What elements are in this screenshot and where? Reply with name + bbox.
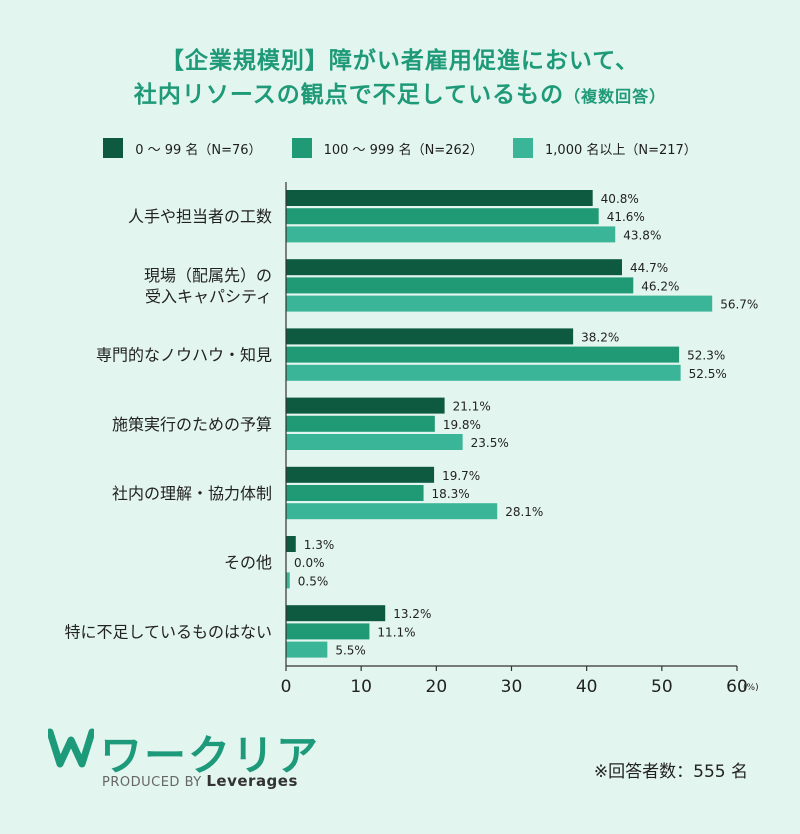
produced-by: PRODUCED BY Leverages [102,772,298,790]
bar [286,259,622,276]
bar [286,536,296,552]
legend-item: 100 〜 999 名（N=262） [291,138,484,158]
value-label: 1.3% [304,538,335,552]
legend-label: 1,000 名以上（N=217） [545,142,697,158]
title-line-2: 社内リソースの観点で不足しているもの（複数回答） [0,78,800,114]
bar [286,226,616,243]
value-label: 0.0% [294,556,325,570]
bar [286,415,435,432]
title-line-2-main: 社内リソースの観点で不足しているもの [133,82,565,108]
bar [286,277,634,294]
value-label: 18.3% [432,487,470,501]
value-label: 40.8% [601,192,639,206]
value-label: 52.5% [689,367,727,381]
category-label: 専門的なノウハウ・知見 [96,346,272,365]
value-label: 41.6% [607,210,645,224]
legend-label: 0 〜 99 名（N=76） [135,142,262,158]
legend-item: 0 〜 99 名（N=76） [103,138,262,158]
bar [286,572,290,589]
bar [286,466,435,483]
x-tick-label: 10 [350,677,372,697]
category-label: その他 [224,553,272,572]
x-tick-label: 40 [576,677,598,697]
value-label: 0.5% [298,574,329,588]
produced-prefix: PRODUCED BY [102,775,207,790]
legend-item: 1,000 名以上（N=217） [513,138,697,158]
value-label: 19.7% [442,469,480,483]
value-label: 23.5% [471,436,509,450]
bar [286,295,713,312]
produced-company: Leverages [206,772,298,790]
bar [286,364,681,381]
bar [286,503,498,520]
legend-swatch [291,138,312,158]
x-tick-label: 30 [501,677,523,697]
x-tick-label: 20 [426,677,448,697]
value-label: 13.2% [393,607,431,621]
value-label: 52.3% [687,349,725,363]
category-label: 人手や担当者の工数 [128,207,272,226]
bar [286,190,593,206]
chart-title: 【企業規模別】障がい者雇用促進において、 社内リソースの観点で不足しているもの（… [0,44,800,114]
bar [286,208,599,225]
brand-name: ワークリア [100,731,321,780]
bar [286,641,328,658]
bar [286,485,424,501]
legend: 0 〜 99 名（N=76） 100 〜 999 名（N=262） 1,000 … [0,138,800,158]
legend-swatch [103,138,124,158]
value-label: 38.2% [581,330,619,344]
bar [286,434,463,450]
value-label: 44.7% [630,261,668,275]
category-label: 社内の理解・協力体制 [112,484,272,503]
x-tick-label: 50 [651,677,673,697]
value-label: 28.1% [505,505,543,519]
title-sub: （複数回答） [564,87,667,106]
bar [286,328,574,345]
bar [286,605,386,622]
category-label: 受入キャパシティ [145,287,272,306]
x-tick-label: 0 [281,677,292,697]
category-label: 特に不足しているものはない [64,622,272,641]
bar [286,623,370,640]
value-label: 11.1% [377,625,415,639]
value-label: 43.8% [623,228,661,242]
bar [286,397,445,414]
footnote: ※回答者数：555 名 [593,762,748,782]
category-label: 現場（配属先）の [144,266,272,285]
category-label: 施策実行のための予算 [112,415,272,434]
value-label: 56.7% [720,298,758,312]
x-unit-label: (%) [743,683,759,693]
x-tick-label: 60 [726,677,748,697]
title-line-1: 【企業規模別】障がい者雇用促進において、 [160,48,640,74]
legend-swatch [513,138,534,158]
value-label: 21.1% [453,400,491,414]
value-label: 5.5% [335,644,366,658]
value-label: 46.2% [641,279,679,293]
value-label: 19.8% [443,418,481,432]
bar [286,346,680,363]
workria-logo-icon [48,728,94,768]
legend-label: 100 〜 999 名（N=262） [323,142,484,158]
